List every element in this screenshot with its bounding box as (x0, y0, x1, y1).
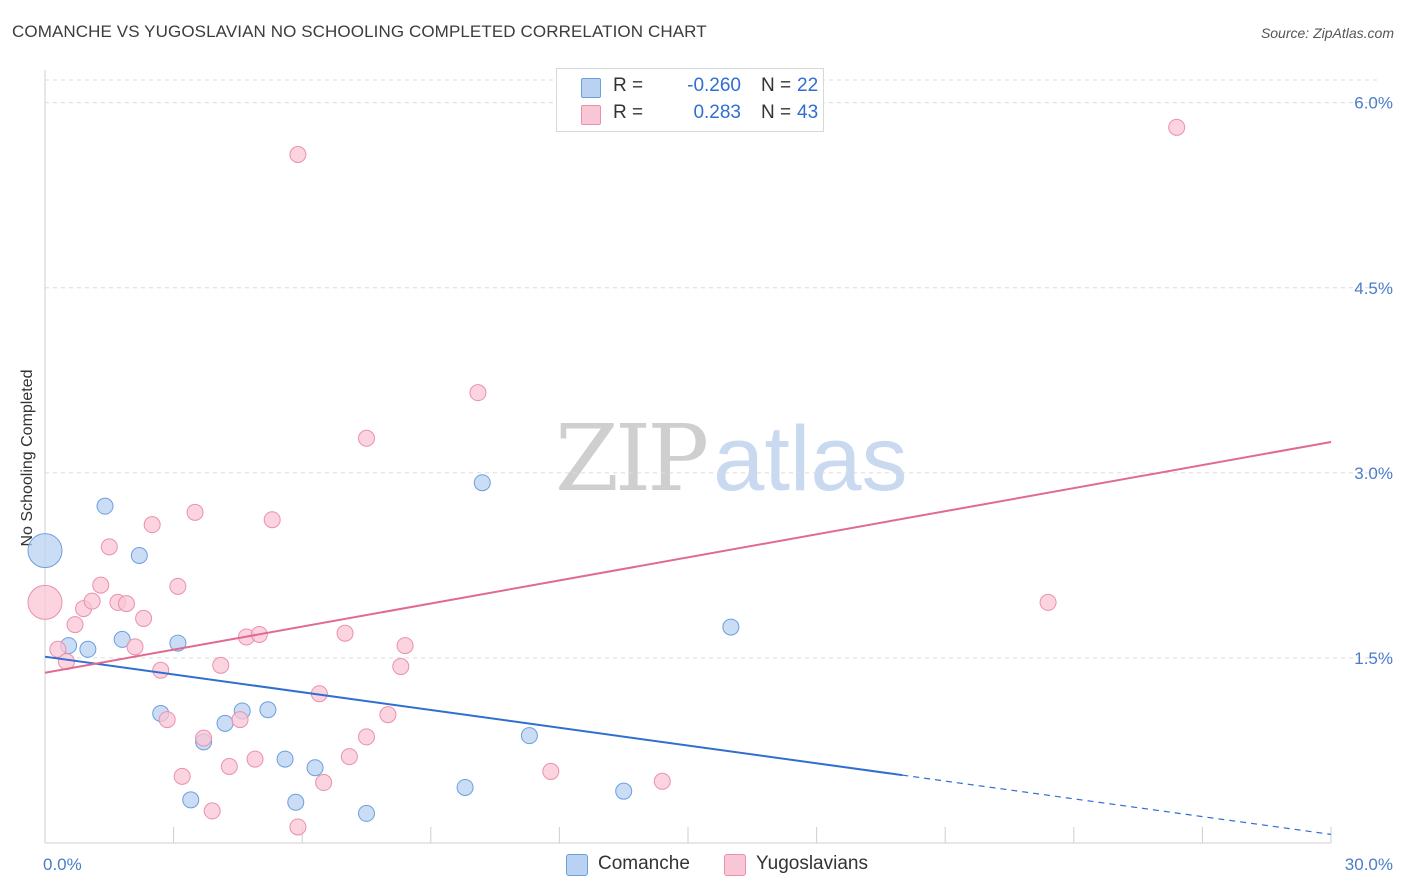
comanche-point (259, 701, 277, 719)
comanche-point (96, 497, 114, 515)
comanche-point (306, 759, 324, 777)
yugoslavian-point (49, 640, 67, 658)
yugoslavian-point (358, 728, 375, 746)
yugoslavian-point (203, 802, 221, 820)
r-label: R = (613, 75, 644, 96)
watermark-atlas: atlas (713, 408, 908, 510)
yugoslavian-point (186, 503, 204, 521)
comanche-n-value: 22 (797, 75, 819, 96)
yugoslavian-point (66, 616, 84, 634)
yugoslavian-point (289, 818, 307, 836)
yugoslavian-trend-line (44, 441, 1332, 674)
comanche-point (216, 714, 234, 732)
comanche-swatch (581, 78, 601, 98)
comanche-legend-swatch (566, 854, 588, 876)
grid-lines (45, 79, 1381, 659)
y-tick-label: 6.0% (1354, 94, 1393, 113)
yugoslavian-point (83, 592, 101, 610)
comanche-point (276, 750, 294, 768)
comanche-point (358, 804, 375, 822)
x-tick-label: 0.0% (43, 855, 82, 874)
comanche-point (520, 727, 538, 745)
yugoslavian-point (396, 637, 414, 655)
comanche-r-value: -0.260 (687, 75, 741, 96)
yugoslavian-point (263, 511, 281, 529)
yugoslavian-point (653, 772, 671, 790)
source-label: Source: ZipAtlas.com (1260, 25, 1394, 41)
comanche-point (79, 640, 97, 658)
tick-labels: 1.5% 3.0% 4.5% 6.0% 0.0% 30.0% (43, 94, 1393, 874)
n-label: N = (761, 75, 792, 96)
x-tick-label: 30.0% (1345, 855, 1393, 874)
comanche-point (113, 630, 131, 648)
yugoslavian-point (143, 516, 161, 534)
watermark-zip: ZIP (555, 405, 709, 512)
yugoslavian-point (289, 146, 307, 163)
yugoslavian-point (126, 638, 144, 656)
yugoslavian-point (542, 762, 560, 780)
comanche-point (169, 634, 187, 652)
comanche-point (27, 533, 63, 569)
yugoslavian-point (92, 576, 110, 594)
r-label: R = (613, 102, 644, 123)
yugoslavian-point (469, 384, 487, 402)
data-points (27, 118, 1186, 836)
yugoslavian-point (27, 584, 63, 620)
yugoslavian-point (152, 661, 170, 679)
yugoslavian-point (231, 711, 249, 729)
n-label: N = (761, 102, 792, 123)
yugoslavian-point (135, 609, 153, 627)
yugoslavian-point (1039, 593, 1057, 611)
correlation-legend: R = -0.260 N = 22 R = 0.283 N = 43 (556, 68, 824, 132)
chart-title: COMANCHE VS YUGOSLAVIAN NO SCHOOLING COM… (12, 22, 707, 41)
comanche-point (287, 793, 305, 811)
comanche-point (130, 547, 148, 565)
yugoslavian-point (246, 750, 264, 768)
yugoslavian-point (158, 711, 176, 729)
comanche-point (182, 791, 200, 809)
yugoslavian-point (220, 758, 238, 775)
yugoslavian-point (1168, 118, 1186, 136)
yugoslavian-point (173, 767, 191, 785)
comanche-point (456, 778, 474, 796)
yugoslavian-point (340, 748, 358, 766)
trend-lines (44, 441, 1332, 835)
comanche-point (722, 618, 740, 636)
yugoslavian-point (379, 706, 397, 724)
comanche-point (473, 474, 491, 492)
comanche-point (615, 782, 633, 800)
yugoslavian-swatch (581, 105, 601, 125)
yugoslavian-point (117, 595, 135, 613)
yugoslavian-point (212, 656, 230, 674)
comanche-trend-extension (902, 774, 1332, 835)
yugoslavian-r-value: 0.283 (693, 102, 741, 123)
yugoslavian-point (392, 658, 410, 676)
comanche-legend-label: Comanche (598, 853, 690, 874)
yugoslavian-point (358, 429, 375, 447)
series-legend: Comanche Yugoslavians (0, 852, 1406, 878)
yugoslavian-point (169, 577, 187, 595)
yugoslavian-point (195, 729, 213, 747)
watermark: ZIPatlas (555, 405, 908, 512)
y-tick-label: 4.5% (1354, 279, 1393, 298)
y-tick-label: 1.5% (1354, 649, 1393, 668)
yugoslavian-legend-label: Yugoslavians (756, 853, 868, 874)
yugoslavian-legend-swatch (724, 854, 746, 876)
comanche-trend-line (44, 655, 903, 777)
yugoslavian-point (100, 538, 118, 556)
axes (44, 70, 1332, 844)
yugoslavian-n-value: 43 (797, 102, 819, 123)
y-tick-label: 3.0% (1354, 464, 1393, 483)
yugoslavian-point (315, 774, 333, 792)
yugoslavian-point (336, 624, 354, 642)
